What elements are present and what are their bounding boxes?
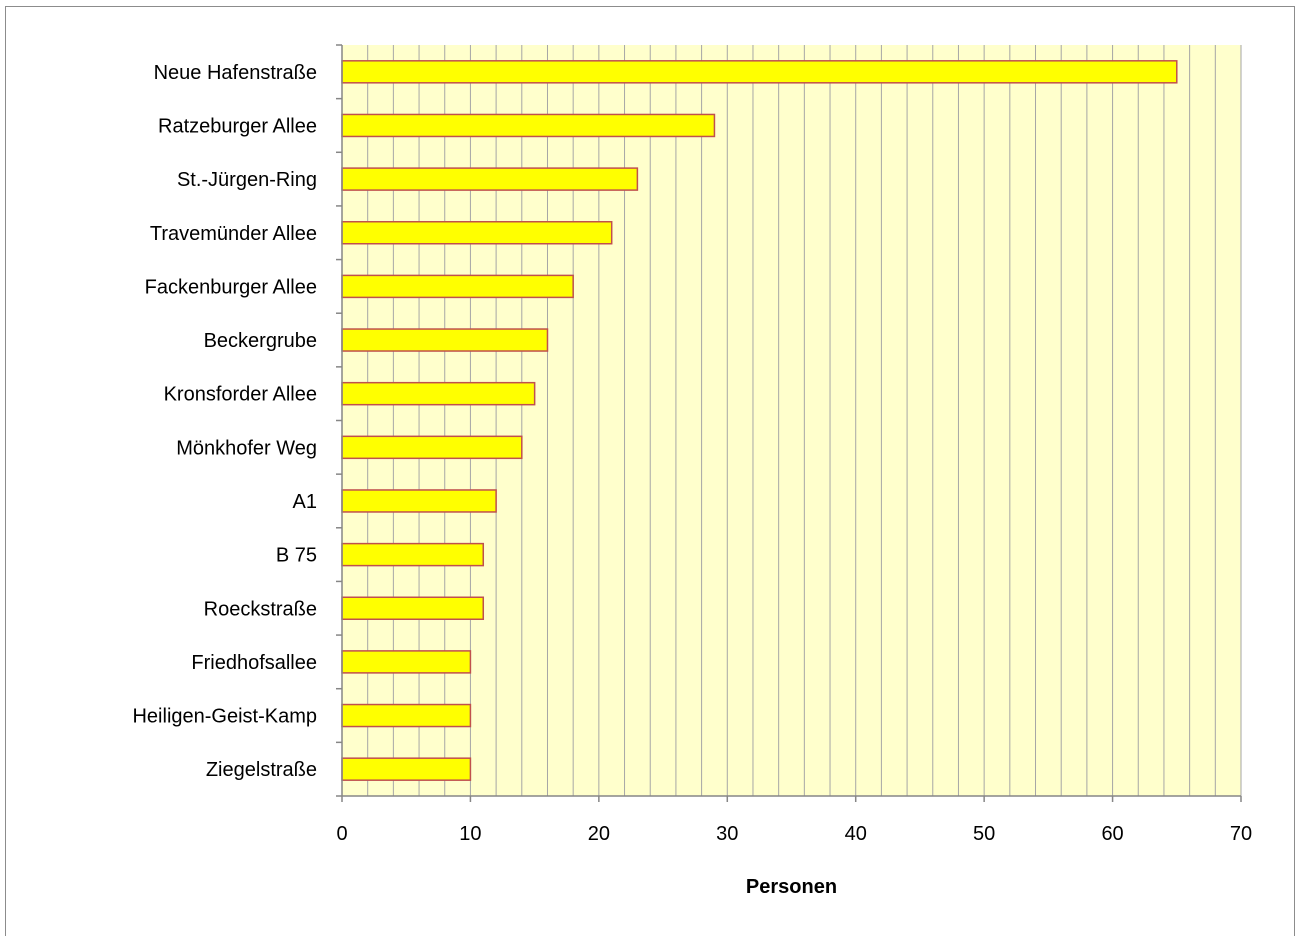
bar bbox=[341, 757, 472, 781]
x-axis-title: Personen bbox=[746, 876, 837, 898]
bar bbox=[341, 650, 472, 674]
chart-frame bbox=[5, 6, 1295, 936]
x-tick-label: 0 bbox=[336, 823, 347, 845]
bar bbox=[341, 381, 536, 406]
bar bbox=[341, 596, 485, 620]
bar bbox=[341, 703, 472, 728]
x-tick-label: 30 bbox=[716, 823, 738, 845]
labels: Neue Hafenstraße Ratzeburger Allee St.-Jür… bbox=[132, 62, 1252, 845]
bar bbox=[341, 274, 574, 299]
bar bbox=[341, 542, 485, 567]
bar bbox=[341, 167, 639, 191]
category-label: St.-Jürgen-Ring bbox=[177, 169, 317, 191]
plot-area bbox=[342, 45, 1241, 796]
bar bbox=[341, 328, 549, 352]
category-label: A1 bbox=[293, 491, 317, 513]
category-label: Kronsforder Allee bbox=[164, 384, 317, 406]
category-label: Friedhofsallee bbox=[191, 652, 317, 674]
category-label: Mönkhofer Weg bbox=[176, 437, 317, 459]
x-tick-label: 70 bbox=[1230, 823, 1252, 845]
category-label: Travemünder Allee bbox=[150, 223, 317, 245]
x-tick-label: 20 bbox=[588, 823, 610, 845]
bar bbox=[341, 489, 497, 513]
x-tick-label: 40 bbox=[845, 823, 867, 845]
category-label: Beckergrube bbox=[204, 330, 317, 352]
bar bbox=[341, 60, 1178, 84]
category-label: B 75 bbox=[276, 545, 317, 567]
category-label: Ratzeburger Allee bbox=[158, 115, 317, 137]
axes bbox=[336, 44, 1242, 802]
bar bbox=[341, 221, 613, 245]
x-tick-label: 10 bbox=[459, 823, 481, 845]
category-label: Heiligen-Geist-Kamp bbox=[132, 706, 317, 728]
category-label: Roeckstraße bbox=[204, 598, 317, 620]
category-label: Ziegelstraße bbox=[206, 759, 317, 781]
x-tick-label: 50 bbox=[973, 823, 995, 845]
category-label: Neue Hafenstraße bbox=[154, 62, 317, 84]
bar bbox=[341, 113, 716, 138]
x-tick-label: 60 bbox=[1101, 823, 1123, 845]
category-label: Fackenburger Allee bbox=[145, 276, 317, 298]
bar bbox=[341, 435, 523, 460]
